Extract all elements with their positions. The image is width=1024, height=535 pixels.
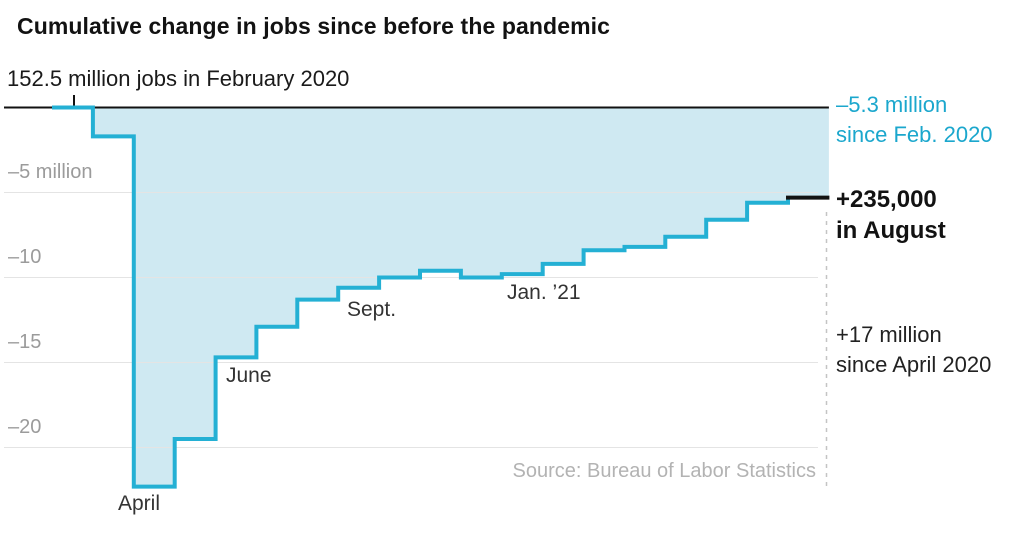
step-line bbox=[52, 105, 790, 489]
annotation-recovery-line1: +17 million bbox=[836, 322, 942, 347]
x-label-april: April bbox=[118, 492, 161, 515]
y-axis-label: –10 bbox=[8, 246, 42, 268]
source-credit: Source: Bureau of Labor Statistics bbox=[512, 460, 817, 482]
chart-title: Cumulative change in jobs since before t… bbox=[17, 13, 611, 39]
annotation-recovery-line2: since April 2020 bbox=[836, 352, 992, 377]
y-axis-label: –20 bbox=[8, 416, 42, 438]
y-axis-label: –5 million bbox=[8, 161, 93, 183]
chart-subtitle: 152.5 million jobs in February 2020 bbox=[7, 66, 350, 91]
annotation-latest-month: +235,000 in August bbox=[836, 184, 946, 246]
annotation-recovery: +17 million since April 2020 bbox=[836, 320, 991, 380]
annotation-cumulative-line2: since Feb. 2020 bbox=[836, 122, 993, 147]
annotation-cumulative-line1: –5.3 million bbox=[836, 92, 948, 117]
x-label-june: June bbox=[226, 364, 272, 387]
x-label-jan21: Jan. ’21 bbox=[507, 281, 581, 304]
annotation-cumulative-change: –5.3 million since Feb. 2020 bbox=[836, 90, 993, 150]
x-label-sept: Sept. bbox=[347, 298, 397, 321]
y-axis-label: –15 bbox=[8, 331, 42, 353]
step-area-fill bbox=[52, 107, 829, 487]
annotation-latest-line2: in August bbox=[836, 217, 946, 244]
annotation-latest-line1: +235,000 bbox=[836, 186, 937, 213]
